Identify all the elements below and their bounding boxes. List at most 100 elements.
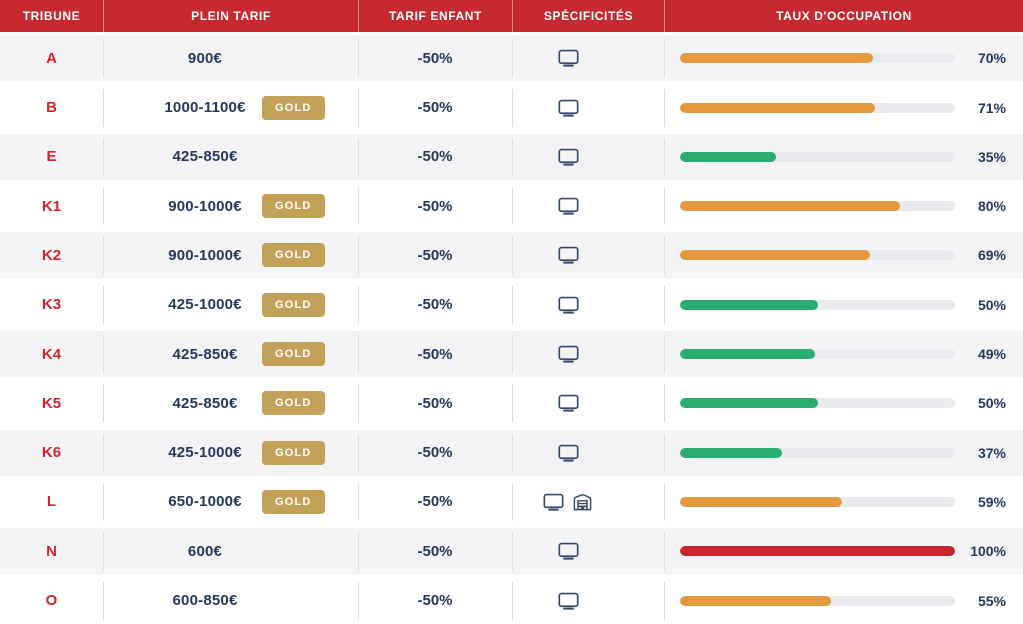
child-price-value: -50%: [358, 380, 512, 426]
occupancy-bar-fill: [680, 53, 873, 64]
occupancy-cell: 49%: [664, 331, 1023, 377]
specificities-cell: [512, 331, 664, 377]
full-price-value: 425-1000€: [168, 444, 242, 462]
full-price-cell: 425-850€: [103, 134, 358, 180]
table-row: E 425-850€ -50% 35%: [0, 133, 1023, 180]
child-price-value: -50%: [358, 578, 512, 624]
screen-icon: [543, 493, 564, 511]
screen-icon: [557, 394, 579, 412]
occupancy-cell: 55%: [664, 578, 1023, 624]
occupancy-bar-track: [680, 349, 955, 360]
occupancy-value: 59%: [977, 493, 1006, 510]
tribune-cell-label: K5: [41, 394, 62, 412]
occupancy-bar-track: [680, 546, 955, 557]
occupancy-bar-track: [680, 398, 955, 409]
occupancy-cell: 59%: [664, 479, 1023, 525]
specificities-cell: [512, 134, 664, 180]
child-price-value: -50%: [358, 528, 512, 574]
occupancy-value: 100%: [970, 543, 1006, 560]
screen-icon: [557, 148, 579, 166]
covered-stand-icon: [572, 492, 593, 511]
occupancy-value: 55%: [977, 592, 1006, 609]
specificities-cell: [512, 380, 664, 426]
screen-icon: [557, 296, 579, 314]
occupancy-bar-fill: [680, 201, 900, 212]
full-price-value: 900€: [187, 49, 223, 67]
occupancy-value: 49%: [977, 346, 1006, 363]
specificities-cell: [512, 479, 664, 525]
full-price-value: 425-850€: [172, 345, 238, 363]
tribune-cell-label: N: [46, 542, 57, 560]
full-price-cell: 600-850€: [103, 578, 358, 624]
child-price-value: -50%: [358, 134, 512, 180]
column-header-plein-tarif: PLEIN TARIF: [103, 0, 358, 32]
occupancy-bar-track: [680, 299, 955, 310]
tribune-cell-label: O: [45, 592, 58, 610]
occupancy-bar-track: [680, 496, 955, 507]
child-price-value: -50%: [358, 35, 512, 81]
specificities-cell: [512, 232, 664, 278]
occupancy-cell: 37%: [664, 430, 1023, 476]
occupancy-value: 80%: [977, 198, 1006, 215]
column-header-taux-occupation: TAUX D'OCCUPATION: [664, 0, 1023, 32]
occupancy-bar-track: [680, 151, 955, 162]
full-price-cell: 1000-1100€ GOLD: [103, 85, 358, 131]
table-row: N 600€ -50% 100%: [0, 528, 1023, 575]
column-header-tribune: TRIBUNE: [22, 9, 81, 23]
table-row: B 1000-1100€ GOLD -50% 71%: [0, 84, 1023, 131]
table-row: K6 425-1000€ GOLD -50% 37%: [0, 429, 1023, 476]
child-price-value: -50%: [358, 331, 512, 377]
gold-badge: GOLD: [262, 243, 325, 268]
occupancy-bar-track: [680, 201, 955, 212]
screen-icon: [557, 197, 579, 215]
occupancy-cell: 80%: [664, 183, 1023, 229]
occupancy-bar-fill: [680, 546, 955, 557]
occupancy-cell: 50%: [664, 380, 1023, 426]
tribune-cell-label: K3: [41, 296, 62, 314]
full-price-value: 650-1000€: [168, 493, 242, 511]
specificities-cell: [512, 528, 664, 574]
occupancy-value: 50%: [977, 296, 1006, 313]
specificities-cell: [512, 85, 664, 131]
table-header: TRIBUNE PLEIN TARIF TARIF ENFANT SPÉCIFI…: [0, 0, 1023, 32]
occupancy-value: 37%: [977, 444, 1006, 461]
child-price-value: -50%: [358, 282, 512, 328]
occupancy-cell: 100%: [664, 528, 1023, 574]
full-price-value: 1000-1100€: [164, 99, 246, 117]
tribune-cell-label: K4: [41, 345, 62, 363]
gold-badge: GOLD: [262, 95, 325, 120]
table-row: K4 425-850€ GOLD -50% 49%: [0, 331, 1023, 378]
tribune-cell-label: K1: [41, 197, 62, 215]
screen-icon: [557, 345, 579, 363]
full-price-cell: 425-850€ GOLD: [103, 380, 358, 426]
occupancy-bar-fill: [680, 299, 818, 310]
full-price-cell: 650-1000€ GOLD: [103, 479, 358, 525]
occupancy-bar-fill: [680, 398, 818, 409]
child-price-value: -50%: [358, 232, 512, 278]
child-price-value: -50%: [358, 183, 512, 229]
gold-badge: GOLD: [262, 440, 325, 465]
occupancy-bar-fill: [680, 595, 832, 606]
full-price-cell: 600€: [103, 528, 358, 574]
occupancy-bar-fill: [680, 151, 777, 162]
screen-icon: [557, 444, 579, 462]
occupancy-value: 69%: [977, 247, 1006, 264]
occupancy-bar-track: [680, 447, 955, 458]
full-price-value: 900-1000€: [168, 246, 242, 264]
occupancy-bar-fill: [680, 349, 815, 360]
tribune-cell-label: K2: [41, 246, 62, 264]
screen-icon: [557, 542, 579, 560]
occupancy-value: 35%: [977, 148, 1006, 165]
tribune-cell-label: K6: [41, 444, 62, 462]
full-price-cell: 900-1000€ GOLD: [103, 232, 358, 278]
table-row: K2 900-1000€ GOLD -50% 69%: [0, 232, 1023, 279]
full-price-value: 600-850€: [172, 592, 238, 610]
full-price-cell: 900€: [103, 35, 358, 81]
gold-badge: GOLD: [262, 292, 325, 317]
gold-badge: GOLD: [262, 391, 325, 416]
full-price-value: 425-850€: [172, 394, 238, 412]
child-price-value: -50%: [358, 85, 512, 131]
occupancy-cell: 70%: [664, 35, 1023, 81]
tribune-cell-label: A: [46, 49, 57, 67]
